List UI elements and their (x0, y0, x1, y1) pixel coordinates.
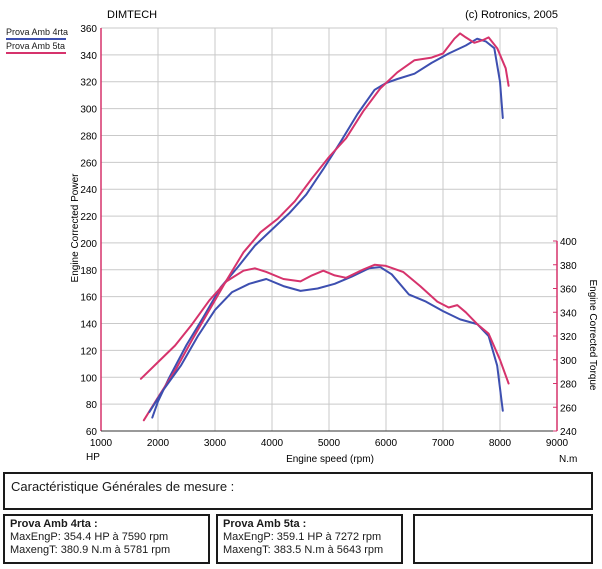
legend-swatch-5ta (6, 52, 66, 54)
y-left-tick-240: 240 (80, 185, 97, 196)
x-tick-2000: 2000 (147, 438, 170, 449)
result-torque-4rta: MaxengT: 380.9 N.m à 5781 rpm (10, 544, 171, 556)
y-right-tick-400: 400 (560, 237, 577, 248)
y-left-tick-60: 60 (86, 427, 98, 438)
y-right-tick-320: 320 (560, 332, 577, 343)
y-left-tick-220: 220 (80, 212, 97, 223)
legend-entry-4rta: Prova Amb 4rta (6, 27, 68, 40)
y-left-tick-360: 360 (80, 24, 97, 35)
y-left-tick-320: 320 (80, 78, 97, 89)
y-axis-left-label: Engine Corrected Power (70, 173, 81, 283)
legend-label-4rta: Prova Amb 4rta (6, 27, 69, 37)
dyno-chart: 60 80 100 120 140 160 180 200 220 240 260 280 300 320… (70, 9, 598, 465)
y-right-tick-280: 280 (560, 380, 577, 391)
measure-characteristics-box: Caractéristique Générales de mesure : (3, 472, 593, 510)
legend-label-5ta: Prova Amb 5ta (6, 41, 66, 51)
y-left-tick-300: 300 (80, 105, 97, 116)
y-right-tick-340: 340 (560, 308, 577, 319)
y-right-tick-300: 300 (560, 356, 577, 367)
series-power-1 (142, 32, 510, 422)
result-box-empty (413, 514, 593, 564)
grid (100, 27, 558, 432)
y-left-tick-120: 120 (80, 346, 97, 357)
result-title-4rta: Prova Amb 4rta : (10, 518, 98, 530)
header-right: (c) Rotronics, 2005 (465, 9, 558, 21)
y-right-tick-380: 380 (560, 261, 577, 272)
x-tick-1000: 1000 (90, 438, 113, 449)
x-tick-5000: 5000 (318, 438, 341, 449)
x-axis-label: Engine speed (rpm) (286, 454, 374, 465)
x-tick-9000: 9000 (546, 438, 569, 449)
x-tick-3000: 3000 (204, 438, 227, 449)
right-unit-label: N.m (559, 454, 577, 465)
x-tick-8000: 8000 (489, 438, 512, 449)
result-torque-5ta: MaxengT: 383.5 N.m à 5643 rpm (223, 544, 384, 556)
left-unit-label: HP (86, 452, 100, 463)
y-left-tick-340: 340 (80, 51, 97, 62)
y-left-tick-80: 80 (86, 400, 98, 411)
y-left-tick-280: 280 (80, 131, 97, 142)
series-power-0 (151, 37, 504, 419)
y-left-tick-140: 140 (80, 320, 97, 331)
y-left-tick-200: 200 (80, 239, 97, 250)
y-left-tick-260: 260 (80, 158, 97, 169)
x-tick-7000: 7000 (432, 438, 455, 449)
legend-swatch-4rta (6, 38, 66, 40)
result-power-4rta: MaxEngP: 354.4 HP à 7590 rpm (10, 531, 169, 543)
y-right-tick-360: 360 (560, 285, 577, 296)
result-box-4rta: Prova Amb 4rta : MaxEngP: 354.4 HP à 759… (3, 514, 210, 564)
y-left-tick-100: 100 (80, 373, 97, 384)
x-tick-4000: 4000 (261, 438, 284, 449)
result-power-5ta: MaxEngP: 359.1 HP à 7272 rpm (223, 531, 382, 543)
y-left-tick-160: 160 (80, 293, 97, 304)
series-torque-3 (139, 263, 510, 385)
y-left-tick-180: 180 (80, 266, 97, 277)
series-torque-2 (148, 266, 504, 413)
result-title-5ta: Prova Amb 5ta : (223, 518, 307, 530)
header-left: DIMTECH (107, 9, 157, 21)
y-axis-right-label: Engine Corrected Torque (587, 280, 598, 391)
y-right-tick-260: 260 (560, 403, 577, 414)
measure-characteristics-title: Caractéristique Générales de mesure : (11, 479, 235, 494)
legend-entry-5ta: Prova Amb 5ta (6, 41, 66, 54)
y-right-tick-240: 240 (560, 427, 577, 438)
x-tick-6000: 6000 (375, 438, 398, 449)
result-box-5ta: Prova Amb 5ta : MaxEngP: 359.1 HP à 7272… (216, 514, 403, 564)
